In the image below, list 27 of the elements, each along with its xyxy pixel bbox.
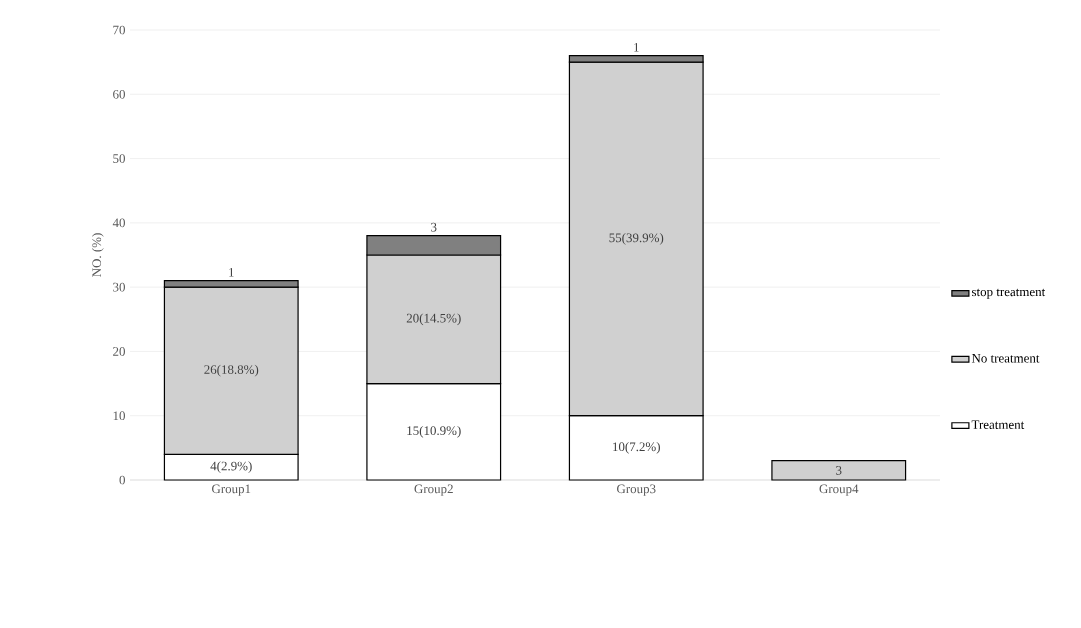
data-label: 26(18.8%) [204, 364, 259, 377]
data-label: 20(14.5%) [406, 313, 461, 326]
legend-label: No treatment [971, 353, 1040, 363]
x-tick-label: Group3 [617, 484, 656, 496]
y-tick-label: 70 [113, 25, 125, 35]
x-tick-label: Group2 [414, 484, 453, 496]
bar [771, 460, 907, 481]
data-label: 55(39.9%) [609, 233, 664, 245]
data-label: 3 [431, 222, 437, 232]
y-tick-label: 60 [113, 89, 125, 99]
y-tick-label: 30 [113, 282, 125, 292]
y-tick-label: 20 [113, 347, 125, 356]
y-tick-label: 50 [113, 154, 125, 163]
data-label: 15(10.9%) [407, 425, 461, 438]
y-tick-label: 10 [113, 411, 125, 421]
legend-label: Treatment [971, 420, 1025, 429]
x-tick-label: Group1 [212, 484, 251, 496]
data-label: 3 [836, 466, 842, 475]
data-label: 10(7.2%) [613, 441, 660, 454]
y-axis-title: NO. (%) [91, 233, 104, 277]
legend-label: stop treatment [972, 288, 1046, 299]
data-label: 1 [634, 42, 639, 52]
y-tick-label: 40 [112, 218, 125, 228]
x-tick-label: Group4 [819, 484, 859, 496]
data-label: 4(2.9%) [210, 461, 252, 474]
y-tick-label: 0 [119, 475, 125, 485]
data-label: 1 [229, 267, 234, 277]
